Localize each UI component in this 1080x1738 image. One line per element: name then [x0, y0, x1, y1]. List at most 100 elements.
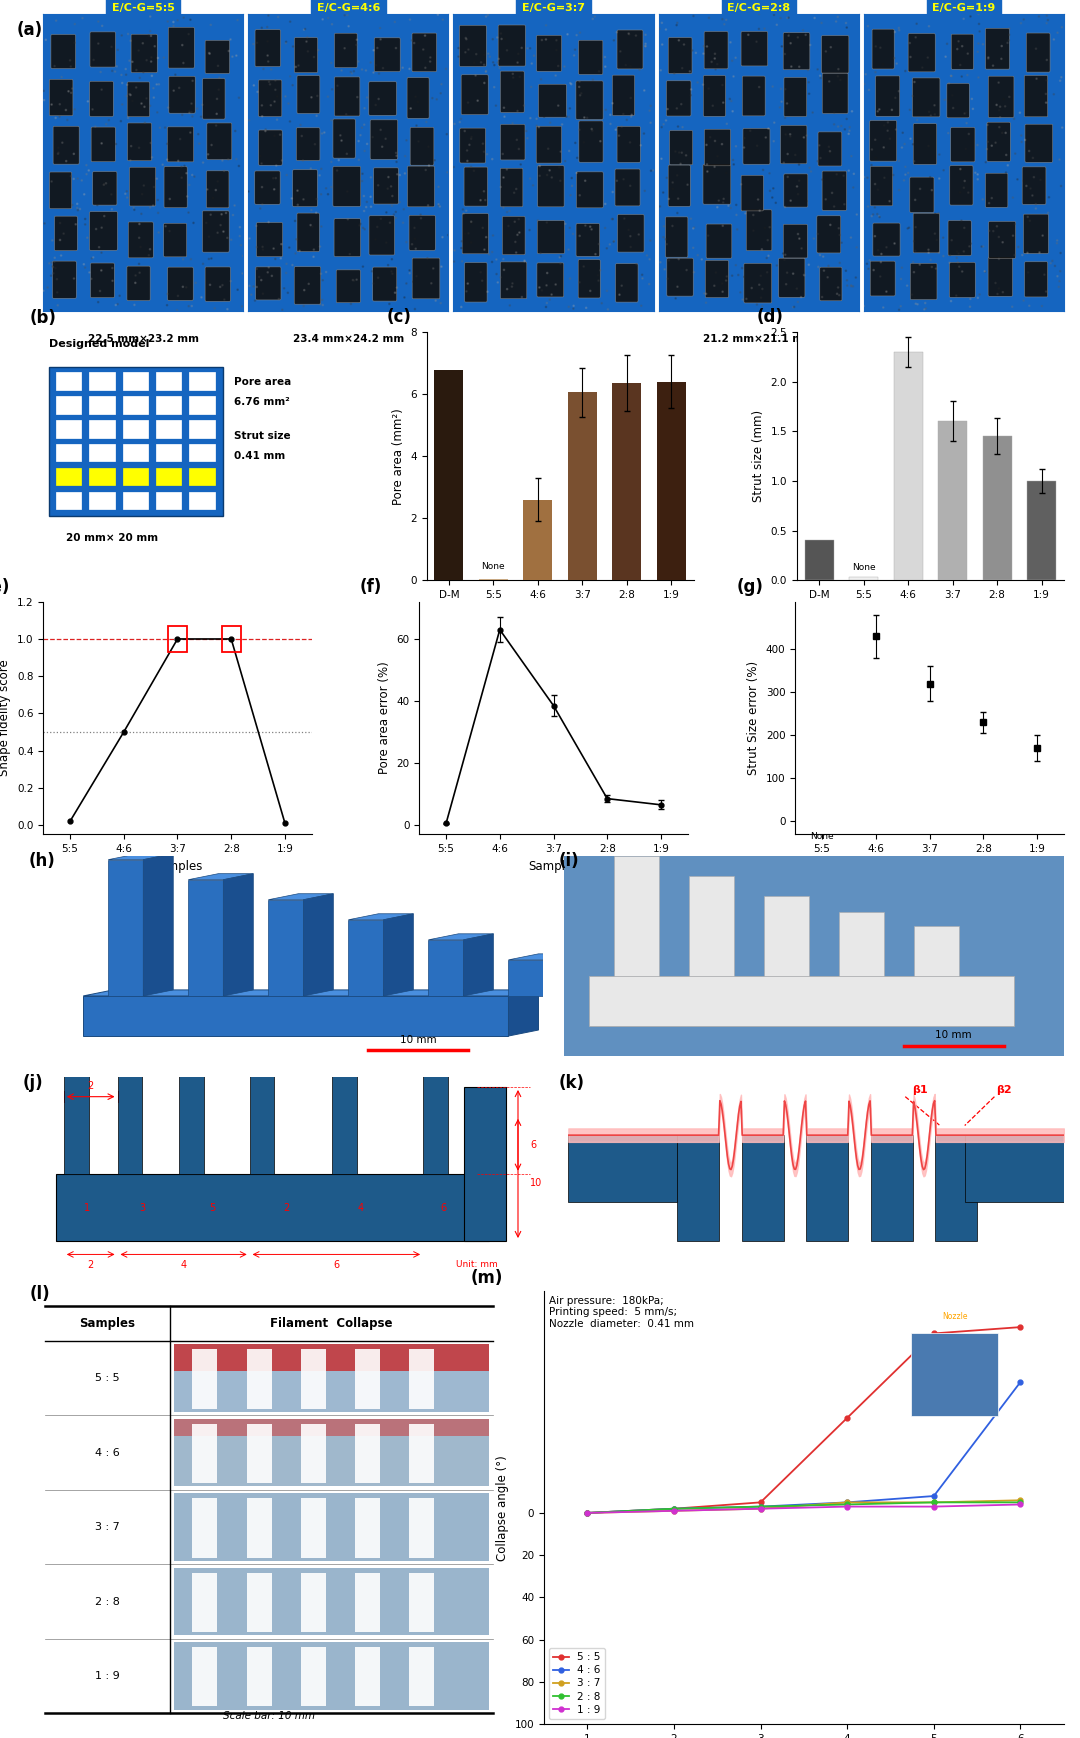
Point [534, 26, 551, 54]
Point [651, 16, 669, 43]
Point [890, 295, 907, 323]
Point [420, 151, 437, 179]
Polygon shape [224, 874, 254, 996]
Point [121, 47, 138, 75]
Point [254, 233, 271, 261]
Point [987, 129, 1004, 156]
Point [721, 28, 739, 56]
Point [890, 14, 907, 42]
Point [134, 30, 151, 57]
Point [265, 235, 282, 262]
FancyBboxPatch shape [876, 76, 900, 116]
Point [905, 249, 922, 276]
Point [1013, 129, 1030, 156]
Point [275, 275, 293, 302]
Point [363, 257, 380, 285]
FancyBboxPatch shape [168, 76, 195, 113]
Point [178, 160, 195, 188]
Polygon shape [383, 914, 414, 996]
Point [659, 96, 676, 123]
Point [230, 83, 247, 111]
Point [888, 116, 905, 144]
Point [267, 245, 284, 273]
Point [48, 7, 65, 35]
Point [368, 35, 386, 63]
Point [213, 200, 230, 228]
Point [159, 292, 176, 320]
Point [287, 226, 305, 254]
Point [44, 254, 62, 282]
Point [37, 26, 54, 54]
Point [859, 163, 876, 191]
Point [939, 30, 956, 57]
Point [954, 257, 971, 285]
Point [143, 47, 160, 75]
Point [314, 5, 332, 33]
Point [551, 243, 568, 271]
Point [684, 36, 701, 64]
Point [758, 243, 775, 271]
Point [476, 236, 494, 264]
Point [119, 71, 136, 99]
Point [407, 235, 424, 262]
Point [183, 97, 200, 125]
FancyBboxPatch shape [951, 35, 973, 70]
Point [828, 160, 846, 188]
Point [866, 222, 883, 250]
Point [485, 49, 502, 76]
Point [66, 30, 83, 57]
Point [1013, 122, 1030, 149]
Bar [509, 959, 543, 996]
Point [962, 229, 980, 257]
Point [563, 70, 580, 97]
Point [372, 14, 389, 42]
Point [860, 193, 877, 221]
Point [548, 61, 565, 89]
Point [562, 94, 579, 122]
Point [283, 184, 300, 212]
Point [724, 47, 741, 75]
1 : 9: (6, -4): 9: (6, -4) [1014, 1495, 1027, 1516]
Point [208, 101, 226, 129]
Point [685, 2, 702, 30]
Point [917, 294, 934, 322]
Point [63, 162, 80, 189]
Point [828, 280, 846, 308]
Point [653, 31, 671, 59]
Point [341, 240, 359, 268]
FancyBboxPatch shape [743, 129, 770, 165]
Point [528, 111, 545, 139]
Point [406, 295, 423, 323]
Y-axis label: Pore area error (%): Pore area error (%) [378, 662, 391, 775]
Point [1016, 127, 1034, 155]
1 : 9: (1, 0): 9: (1, 0) [581, 1502, 594, 1522]
Point [372, 116, 389, 144]
Point [151, 113, 168, 141]
Point [583, 115, 600, 143]
Point [477, 57, 495, 85]
Text: 1: 1 [83, 1203, 90, 1213]
Title: E/C-G=5:5: E/C-G=5:5 [112, 3, 175, 14]
Point [278, 259, 295, 287]
Point [125, 196, 143, 224]
Point [782, 120, 799, 148]
Point [789, 221, 807, 249]
Point [943, 63, 960, 90]
FancyBboxPatch shape [259, 130, 282, 165]
FancyBboxPatch shape [293, 170, 318, 207]
Point [208, 219, 226, 247]
Point [267, 66, 284, 94]
FancyBboxPatch shape [985, 174, 1008, 207]
Point [199, 176, 216, 203]
Point [461, 130, 478, 158]
Bar [122, 372, 149, 391]
Point [495, 245, 512, 273]
Point [804, 99, 821, 127]
Point [64, 191, 81, 219]
Point [878, 278, 895, 306]
FancyBboxPatch shape [822, 73, 848, 113]
Point [969, 283, 986, 311]
Point [138, 47, 156, 75]
Point [1000, 21, 1017, 49]
Point [707, 259, 725, 287]
